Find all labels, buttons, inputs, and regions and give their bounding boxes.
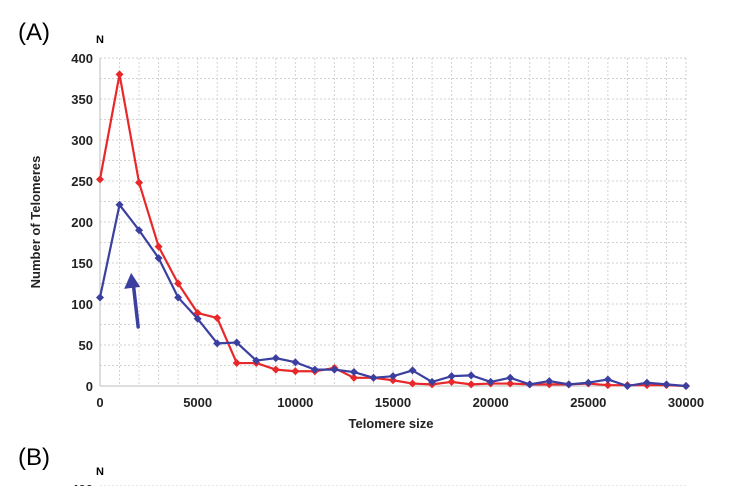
x-tick-label: 30000 xyxy=(668,395,704,410)
y-tick-label: 300 xyxy=(71,133,93,148)
data-point-marker xyxy=(408,379,417,388)
data-point-marker xyxy=(135,178,144,187)
panel-a-label: (A) xyxy=(18,19,50,46)
data-point-marker xyxy=(467,380,476,389)
data-point-marker xyxy=(564,380,573,389)
data-point-marker xyxy=(349,368,358,377)
data-point-marker xyxy=(115,200,124,209)
data-point-marker xyxy=(115,70,124,79)
data-point-marker xyxy=(545,377,554,386)
data-point-marker xyxy=(349,373,358,382)
data-point-marker xyxy=(154,254,163,263)
panel-a-unit-label: N xyxy=(96,34,104,46)
panel-b-unit-label: N xyxy=(96,466,104,478)
telomere-size-chart: 0 5000 10000 15000 20000 25000 30000 0 50 100 150 2… xyxy=(28,51,704,431)
data-point-marker xyxy=(174,293,183,302)
x-tick-label: 15000 xyxy=(375,395,411,410)
data-point-marker xyxy=(389,376,397,385)
data-point-marker xyxy=(662,380,671,389)
data-point-marker xyxy=(389,372,397,381)
data-point-marker xyxy=(623,382,632,390)
data-point-marker xyxy=(584,378,593,387)
data-point-marker xyxy=(642,378,651,387)
data-point-marker xyxy=(330,365,339,374)
data-point-marker xyxy=(291,367,300,376)
data-point-marker xyxy=(154,242,163,251)
panel-b-chart-partial: 400 xyxy=(71,482,686,486)
panel-b-y-tick-partial: 400 xyxy=(71,482,93,486)
y-axis-title: Number of Telomeres xyxy=(28,156,43,289)
data-point-marker xyxy=(467,371,476,380)
data-point-marker xyxy=(252,356,261,365)
x-tick-label: 5000 xyxy=(183,395,212,410)
data-point-marker xyxy=(447,377,456,386)
y-tick-label: 0 xyxy=(86,379,93,394)
data-point-marker xyxy=(271,354,280,363)
data-point-marker xyxy=(408,366,417,375)
data-point-marker xyxy=(135,226,144,235)
y-tick-label: 400 xyxy=(71,51,93,66)
data-point-marker xyxy=(96,175,104,184)
chart-series xyxy=(96,70,690,390)
data-point-marker xyxy=(174,279,183,288)
chart-grid xyxy=(100,57,687,386)
y-tick-label: 100 xyxy=(71,297,93,312)
x-tick-label: 0 xyxy=(96,395,103,410)
x-tick-label: 10000 xyxy=(277,395,313,410)
data-point-marker xyxy=(213,339,222,348)
data-point-marker xyxy=(232,338,241,347)
data-point-marker xyxy=(506,379,515,388)
series-2 xyxy=(96,200,690,390)
chart-tick-labels: 0 5000 10000 15000 20000 25000 30000 0 50 100 150 2… xyxy=(71,51,704,410)
x-tick-label: 25000 xyxy=(570,395,606,410)
x-tick-label: 20000 xyxy=(473,395,509,410)
data-point-marker xyxy=(310,365,319,374)
chart-annotations xyxy=(124,272,141,329)
data-point-marker xyxy=(506,373,515,382)
data-point-marker xyxy=(682,382,690,390)
data-point-marker xyxy=(291,358,300,367)
y-tick-label: 350 xyxy=(71,92,93,107)
data-point-marker xyxy=(486,377,495,386)
data-point-marker xyxy=(213,313,222,322)
data-point-marker xyxy=(428,377,437,386)
x-axis-title: Telomere size xyxy=(348,416,433,431)
data-point-marker xyxy=(603,375,612,384)
data-point-marker xyxy=(369,373,378,382)
y-tick-label: 50 xyxy=(79,338,93,353)
data-point-marker xyxy=(603,381,612,390)
y-tick-label: 250 xyxy=(71,174,93,189)
y-tick-label: 200 xyxy=(71,215,93,230)
data-point-marker xyxy=(447,372,456,381)
data-point-marker xyxy=(232,359,241,368)
annotation-arrow-shaft xyxy=(131,281,140,329)
data-point-marker xyxy=(271,365,280,374)
y-tick-label: 150 xyxy=(71,256,93,271)
data-point-marker xyxy=(96,293,104,302)
annotation-arrow-head xyxy=(124,272,141,289)
data-point-marker xyxy=(525,380,534,389)
panel-b-label: (B) xyxy=(18,444,50,471)
data-point-marker xyxy=(193,314,202,323)
